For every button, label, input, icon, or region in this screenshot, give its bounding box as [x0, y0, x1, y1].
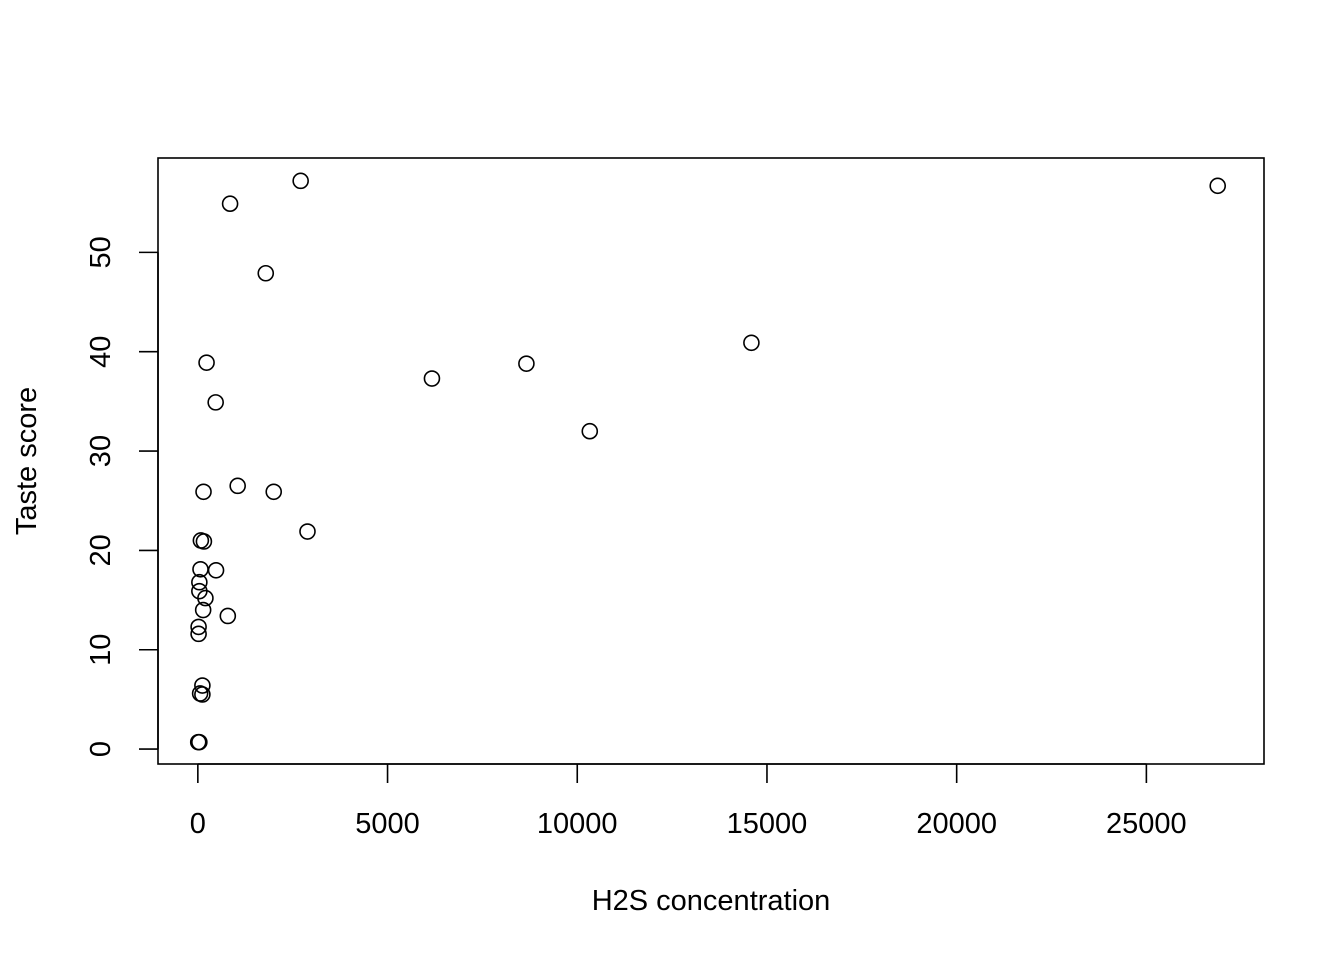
data-point: [219, 607, 237, 625]
plot-frame: [157, 157, 1265, 765]
data-point: [197, 589, 214, 607]
y-axis-label: Taste score: [11, 387, 43, 535]
x-tick-label: 20000: [916, 808, 997, 840]
data-point: [518, 355, 535, 372]
data-point: [195, 483, 212, 501]
data-point: [299, 523, 316, 540]
y-tick-label: 50: [85, 236, 117, 268]
data-point: [191, 733, 208, 751]
data-point: [195, 533, 213, 550]
y-tick-label: 10: [85, 634, 117, 666]
data-point: [423, 370, 441, 387]
data-point: [221, 195, 239, 212]
y-axis: 0 10 20 30 40 50: [85, 236, 159, 757]
x-axis: 0 5000 10000 15000 20000 25000: [190, 763, 1187, 840]
data-point: [190, 625, 207, 643]
y-tick-label: 30: [85, 435, 117, 467]
data-points: [189, 172, 1227, 751]
data-point: [207, 394, 224, 411]
data-point: [1209, 177, 1227, 195]
data-point: [190, 618, 207, 636]
x-axis-label: H2S concentration: [592, 885, 831, 917]
data-point: [198, 354, 215, 371]
x-tick-label: 10000: [537, 808, 618, 840]
x-tick-label: 15000: [727, 808, 808, 840]
data-point: [229, 477, 246, 495]
data-point: [194, 601, 212, 619]
x-tick-label: 5000: [355, 808, 420, 840]
data-point: [292, 172, 309, 190]
y-tick-label: 0: [85, 741, 117, 757]
y-tick-label: 20: [85, 534, 117, 566]
y-tick-label: 40: [85, 336, 117, 368]
data-point: [581, 422, 599, 440]
data-point: [194, 677, 211, 694]
data-point: [265, 483, 283, 501]
data-point: [257, 264, 275, 282]
data-point: [194, 686, 211, 703]
data-point: [207, 561, 225, 579]
data-point: [743, 334, 760, 352]
x-tick-label: 0: [190, 808, 206, 840]
data-point: [191, 573, 208, 591]
x-tick-label: 25000: [1106, 808, 1187, 840]
